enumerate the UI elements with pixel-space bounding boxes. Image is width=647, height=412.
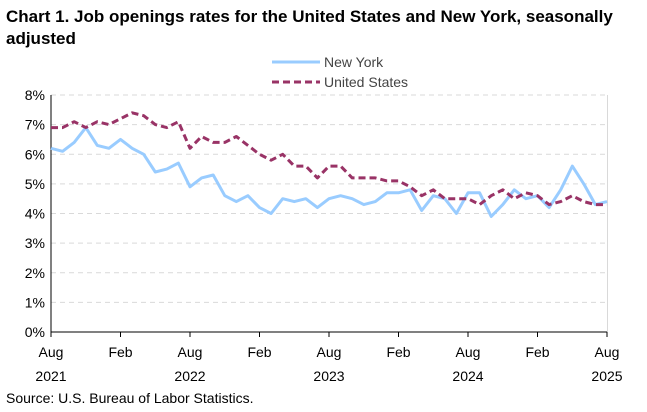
source-note: Source: U.S. Bureau of Labor Statistics. bbox=[6, 390, 254, 406]
x-tick-year: 2022 bbox=[174, 368, 205, 384]
series-new-york bbox=[50, 126, 608, 218]
y-tick-label: 7% bbox=[25, 117, 45, 133]
y-tick-label: 8% bbox=[25, 87, 45, 103]
series-line bbox=[51, 111, 607, 207]
y-tick-label: 5% bbox=[25, 176, 45, 192]
x-tick-label: Aug bbox=[178, 344, 203, 360]
x-tick-year: 2023 bbox=[313, 368, 344, 384]
x-tick-label: Feb bbox=[386, 344, 410, 360]
y-tick-label: 0% bbox=[25, 324, 45, 340]
y-tick-label: 4% bbox=[25, 206, 45, 222]
legend-label: United States bbox=[324, 74, 408, 90]
y-tick-label: 1% bbox=[25, 294, 45, 310]
series-united-states bbox=[50, 111, 608, 207]
x-tick-label: Aug bbox=[595, 344, 620, 360]
legend-label: New York bbox=[324, 54, 384, 70]
y-tick-label: 6% bbox=[25, 146, 45, 162]
x-tick-label: Aug bbox=[456, 344, 481, 360]
x-tick-year: 2021 bbox=[35, 368, 66, 384]
y-tick-label: 2% bbox=[25, 265, 45, 281]
x-tick-label: Feb bbox=[108, 344, 132, 360]
series-line bbox=[50, 126, 608, 218]
x-tick-year: 2025 bbox=[591, 368, 622, 384]
x-tick-label: Feb bbox=[247, 344, 271, 360]
x-tick-label: Aug bbox=[39, 344, 64, 360]
x-tick-label: Feb bbox=[525, 344, 549, 360]
y-tick-label: 3% bbox=[25, 235, 45, 251]
x-tick-year: 2024 bbox=[452, 368, 483, 384]
x-tick-label: Aug bbox=[317, 344, 342, 360]
chart-title: Chart 1. Job openings rates for the Unit… bbox=[6, 7, 613, 48]
